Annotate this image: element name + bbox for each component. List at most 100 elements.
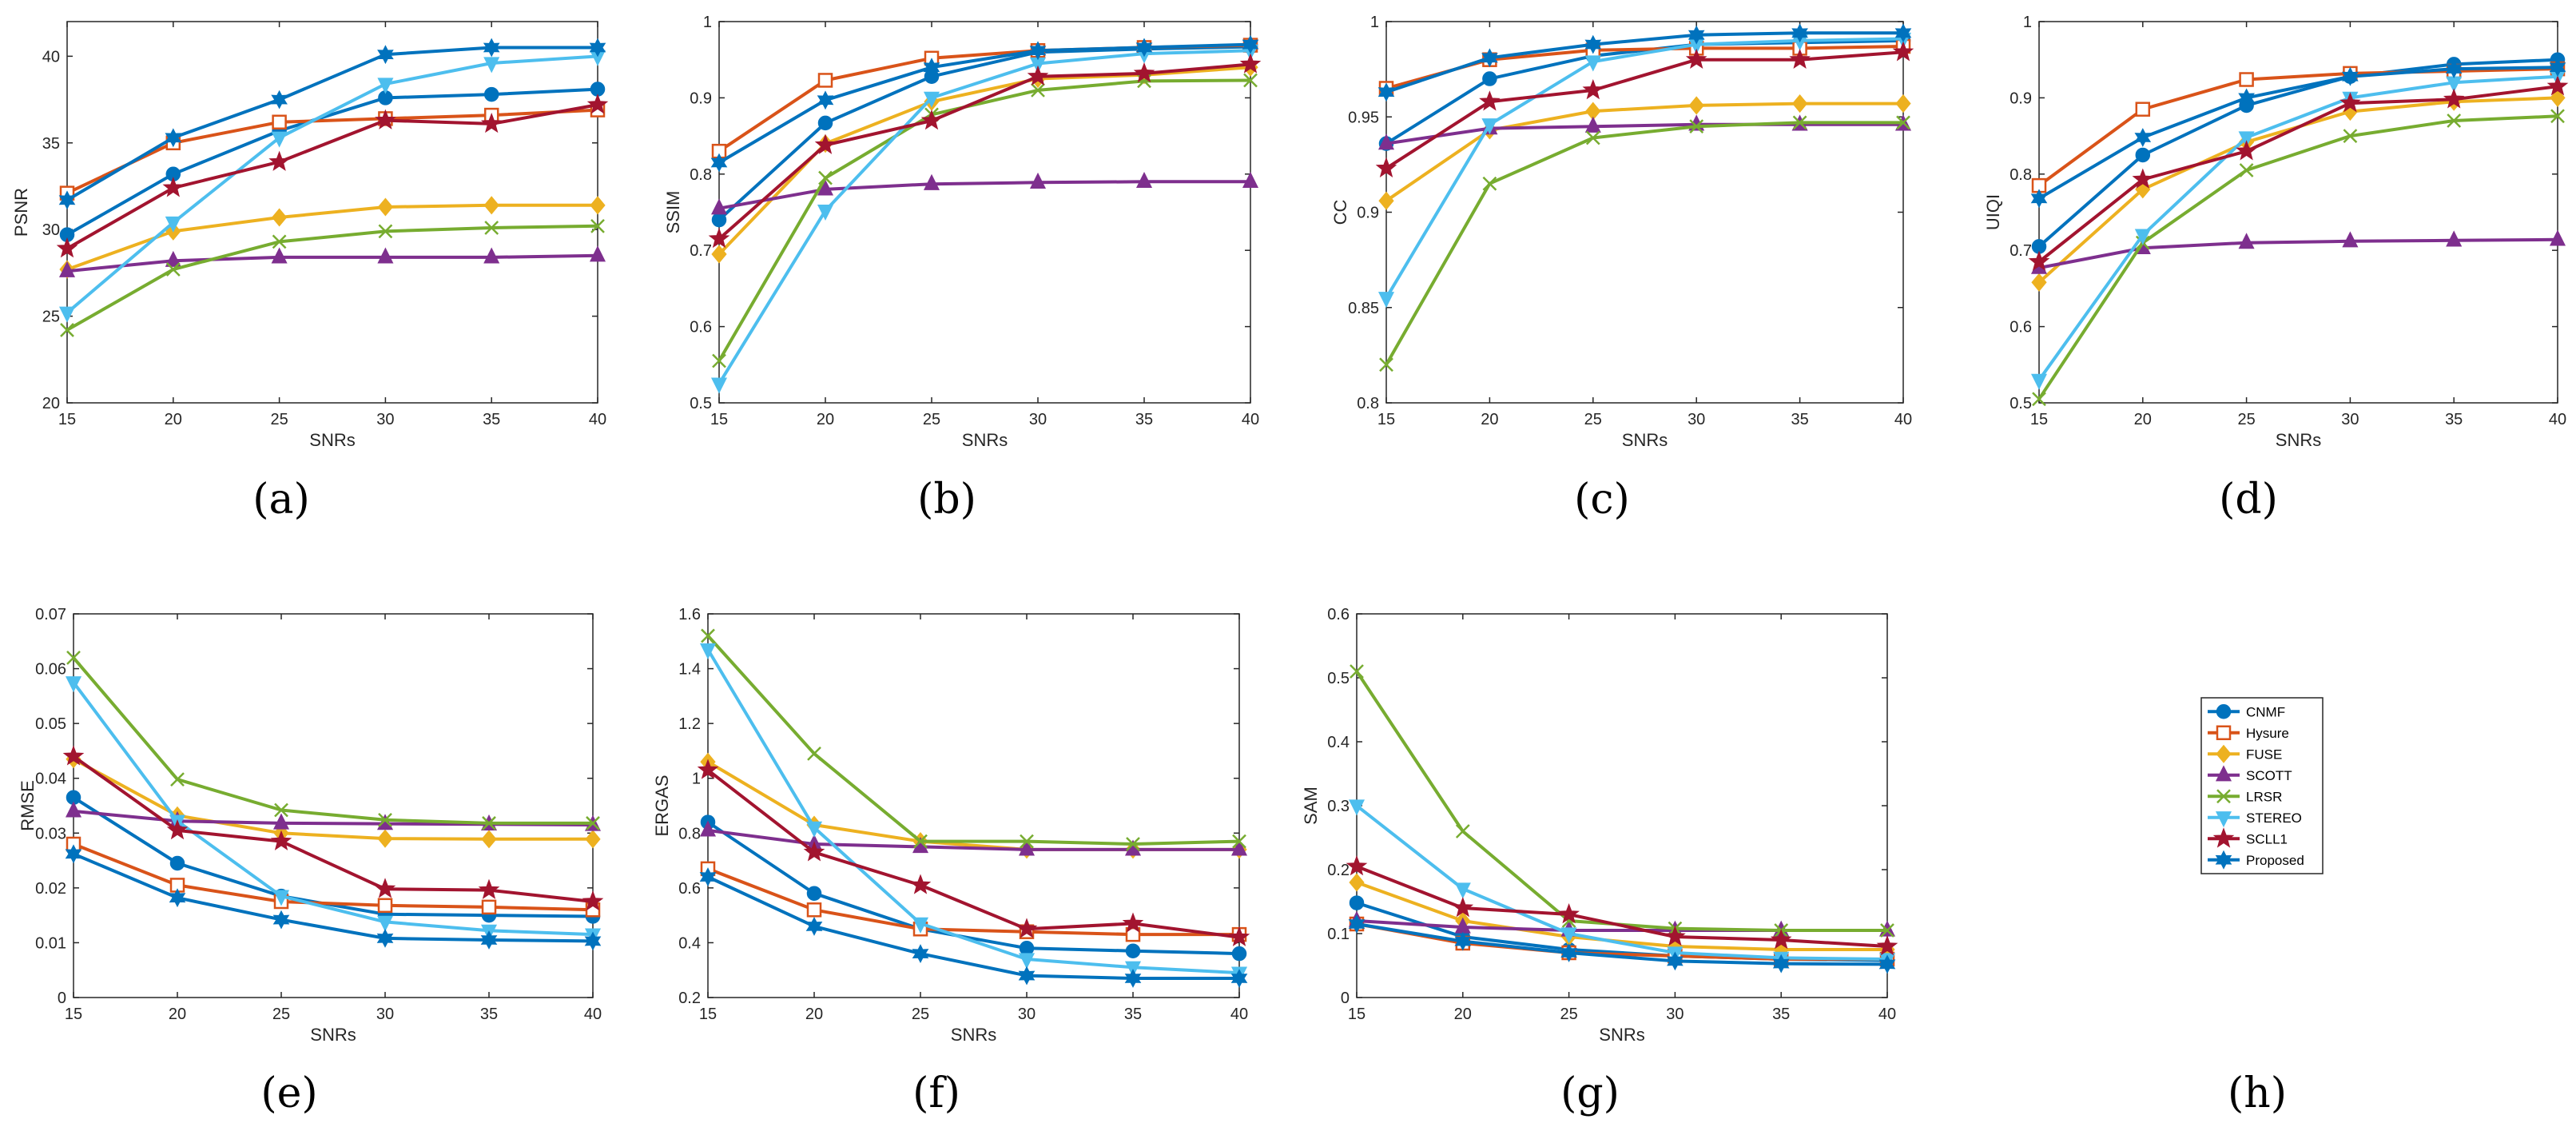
series-stereo — [58, 50, 606, 323]
data-point — [1876, 935, 1898, 956]
data-point — [2550, 88, 2566, 107]
series-line — [72, 755, 594, 903]
data-point — [1348, 799, 1366, 816]
data-point — [1135, 38, 1153, 58]
data-point — [2343, 129, 2358, 143]
data-point — [923, 173, 940, 190]
data-point — [1585, 130, 1600, 145]
y-tick-label: 0.9 — [2010, 90, 2032, 107]
x-tick-label: 40 — [1230, 1006, 1248, 1023]
data-point — [1880, 923, 1894, 938]
x-tick-label: 40 — [584, 1006, 602, 1023]
data-point — [2032, 392, 2046, 407]
data-point — [2030, 189, 2048, 209]
data-point — [1135, 171, 1153, 188]
x-tick-label: 20 — [805, 1006, 823, 1023]
data-point — [162, 177, 185, 197]
data-point — [2238, 233, 2255, 249]
series-line — [72, 796, 594, 918]
data-point — [2031, 273, 2047, 292]
data-point — [806, 902, 822, 918]
data-point — [805, 916, 823, 936]
data-point — [1454, 882, 1471, 899]
data-point — [1789, 48, 1811, 69]
legend-entry: Proposed — [2208, 850, 2304, 870]
y-tick-label: 0.7 — [2010, 242, 2032, 260]
data-point — [805, 821, 823, 838]
y-axis-label: UIQI — [1983, 194, 2003, 230]
data-point — [378, 224, 393, 239]
y-tick-label: 0.6 — [2010, 319, 2032, 337]
legend-box — [2200, 697, 2324, 874]
data-point — [2028, 250, 2050, 271]
y-tick-label: 0.4 — [1327, 734, 1350, 751]
data-point — [484, 221, 499, 235]
x-tick-label: 40 — [1242, 411, 1259, 428]
legend-label: LRSR — [2246, 789, 2282, 804]
data-point — [65, 676, 82, 693]
series-line — [706, 635, 1240, 846]
legend-marker — [2215, 765, 2232, 782]
y-tick-label: 1.6 — [678, 606, 701, 623]
data-point — [582, 890, 604, 911]
axes-frame — [1385, 21, 1904, 404]
y-tick-label: 0.8 — [678, 825, 701, 842]
data-point — [2134, 128, 2152, 147]
data-point — [1455, 824, 1470, 838]
series-proposed — [2030, 58, 2566, 209]
data-point — [1027, 65, 1049, 86]
data-point — [1124, 961, 1142, 978]
y-tick-label: 25 — [42, 309, 60, 326]
x-tick-label: 25 — [1560, 1006, 1577, 1023]
y-tick-label: 0.04 — [35, 771, 66, 788]
data-point — [2342, 66, 2359, 86]
data-point — [710, 377, 728, 394]
x-tick-label: 20 — [1481, 411, 1498, 428]
data-point — [817, 179, 834, 196]
legend: CNMF Hysure FUSE SCOTT LRSR STEREO SCLL1 Propos… — [2200, 697, 2324, 874]
data-point — [1770, 929, 1792, 950]
data-point — [481, 830, 497, 849]
x-tick-label: 35 — [483, 411, 500, 428]
data-point — [913, 834, 928, 849]
data-point — [817, 73, 833, 88]
x-tick-label: 35 — [1124, 1006, 1142, 1023]
x-tick-label: 30 — [1688, 411, 1705, 428]
series-proposed — [710, 34, 1259, 173]
data-point — [1685, 48, 1707, 69]
data-point — [2238, 88, 2255, 108]
series-line — [2038, 237, 2558, 270]
data-point — [2135, 147, 2151, 163]
data-point — [377, 45, 394, 65]
x-axis-label: SNRs — [2276, 430, 2321, 450]
data-point — [590, 196, 606, 215]
data-point — [480, 112, 503, 133]
x-tick-label: 30 — [1666, 1006, 1684, 1023]
x-tick-label: 40 — [589, 411, 606, 428]
data-point — [1664, 926, 1686, 946]
series-lrsr — [701, 628, 1246, 851]
x-tick-label: 25 — [923, 411, 940, 428]
data-point — [1584, 116, 1601, 133]
series-cnmf — [700, 814, 1247, 962]
data-point — [1772, 954, 1790, 974]
y-axis-label: SSIM — [663, 191, 683, 234]
legend-entry: SCOTT — [2208, 765, 2292, 783]
data-point — [1239, 53, 1262, 74]
data-point — [1348, 914, 1366, 934]
series-line — [66, 103, 598, 250]
data-point — [58, 190, 76, 210]
series-line — [66, 46, 598, 202]
data-point — [923, 91, 940, 108]
data-point — [62, 745, 85, 766]
data-point — [1124, 969, 1142, 988]
x-axis-label: SNRs — [310, 1025, 356, 1045]
data-point — [1018, 839, 1036, 856]
data-point — [271, 208, 288, 227]
x-tick-label: 40 — [1878, 1006, 1896, 1023]
x-tick-label: 25 — [270, 411, 288, 428]
data-point — [586, 816, 600, 830]
data-point — [377, 898, 393, 914]
x-tick-label: 15 — [65, 1006, 82, 1023]
data-point — [1584, 55, 1601, 72]
